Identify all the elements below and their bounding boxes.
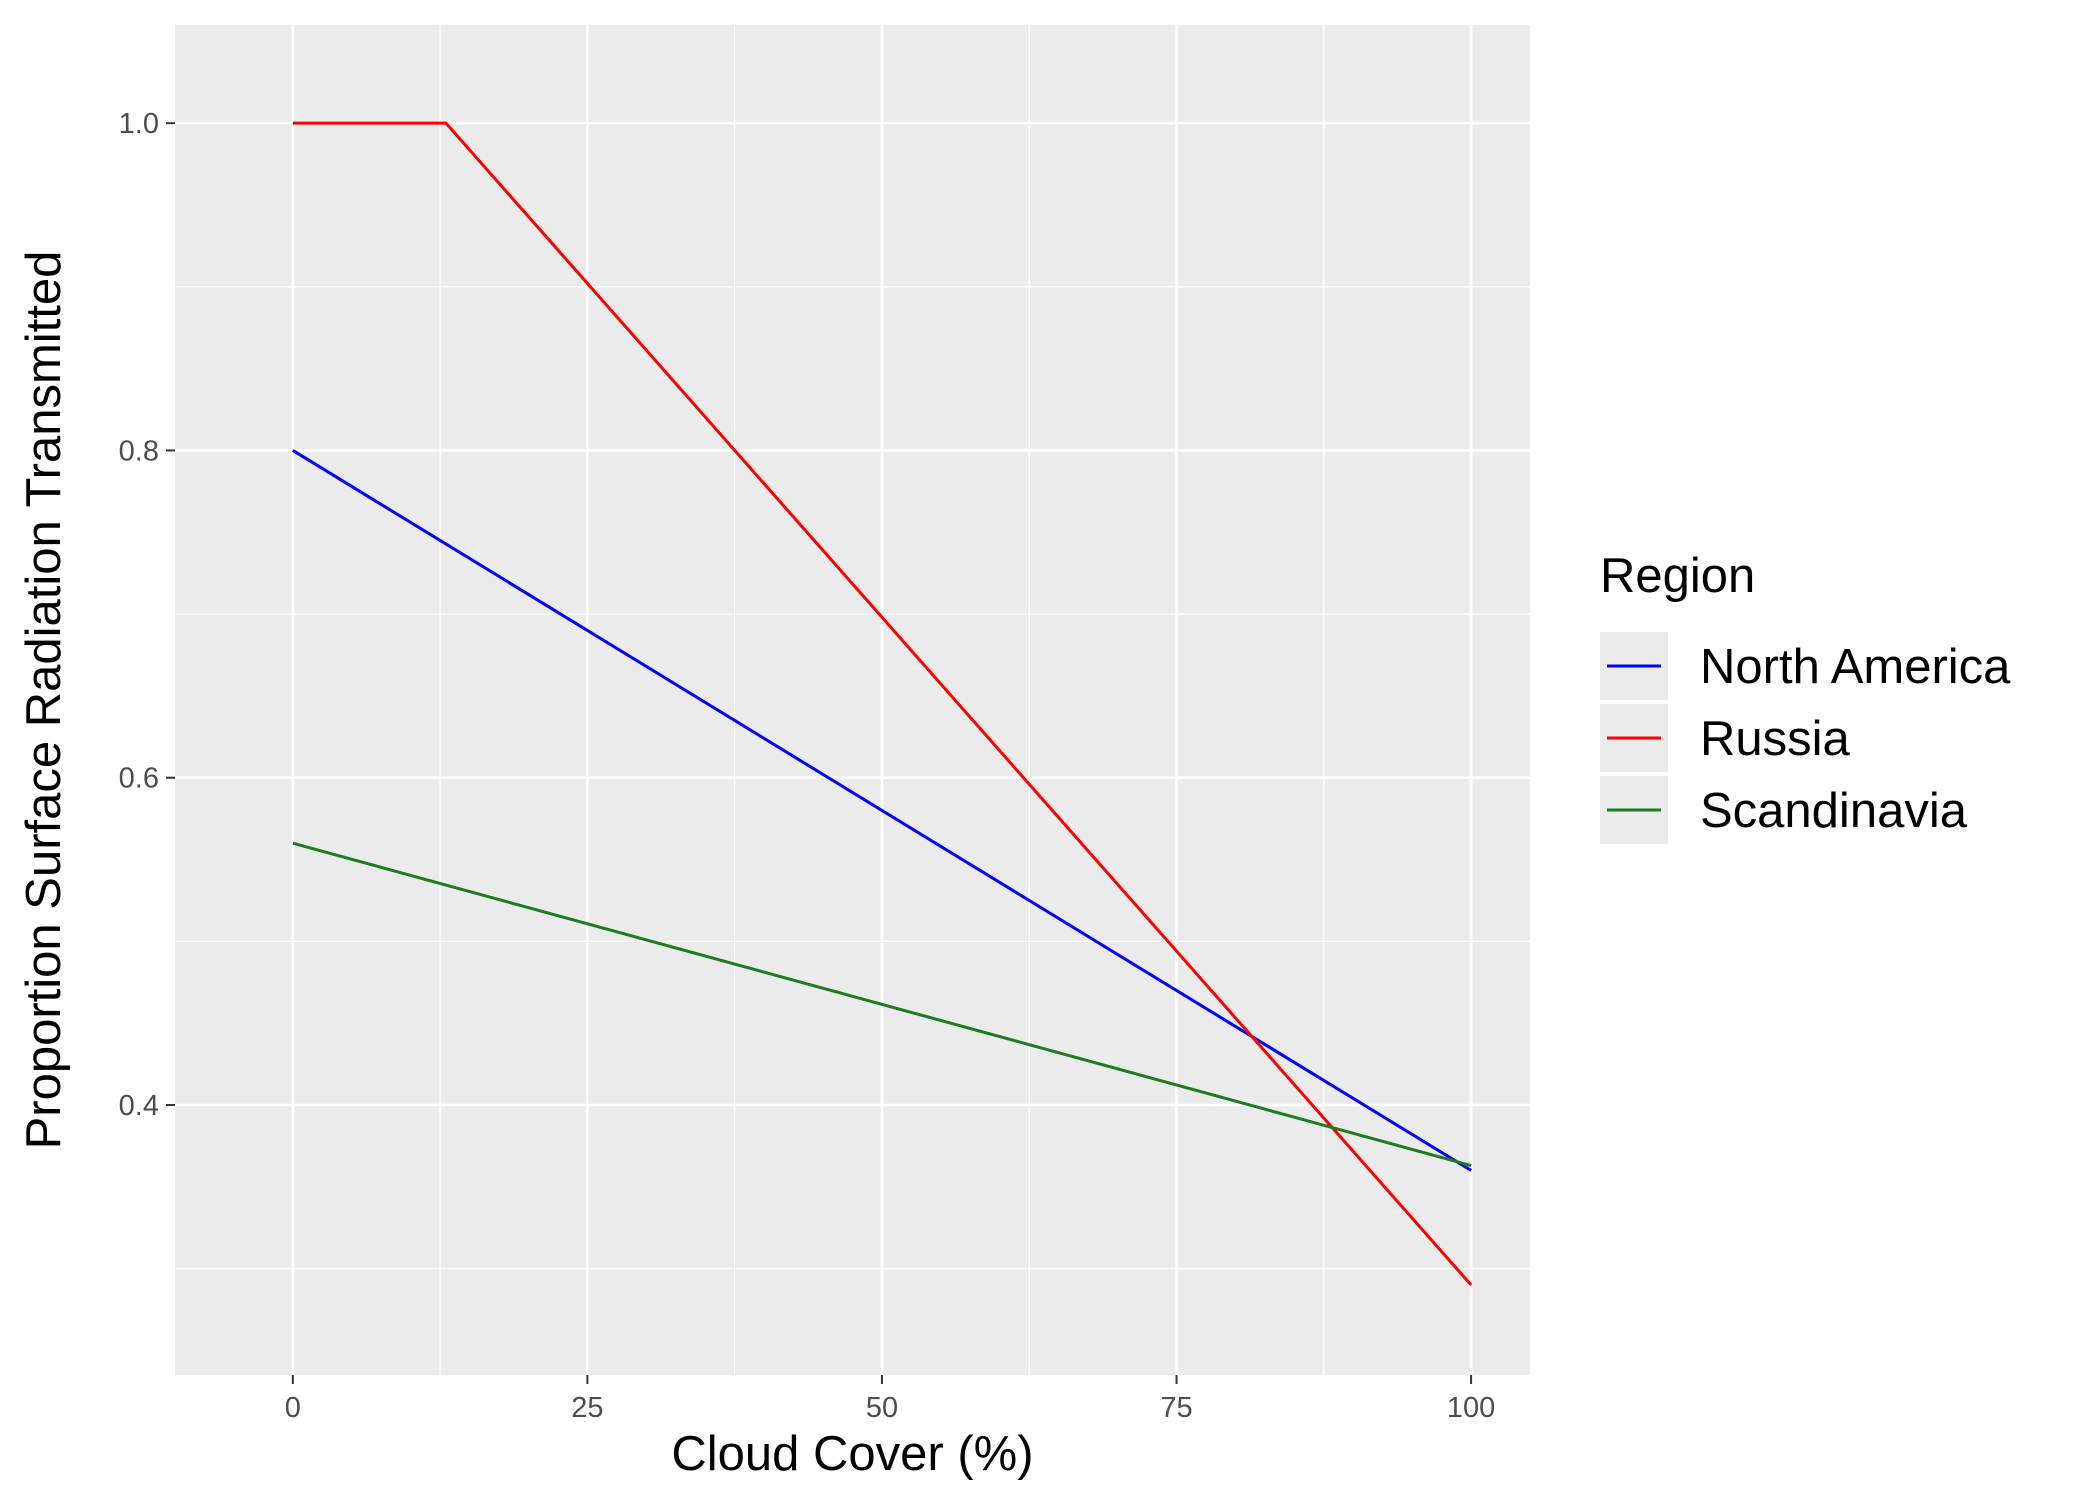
- legend: Region North America Russia Scandinavia: [1600, 549, 2011, 844]
- legend-label: North America: [1700, 640, 2011, 694]
- minor-gridlines: [175, 25, 1530, 1375]
- legend-items: North America Russia Scandinavia: [1600, 632, 2011, 844]
- series-lines: [292, 121, 1473, 1286]
- x-tick-label: 100: [1447, 1392, 1495, 1424]
- y-tick-label: 0.4: [119, 1090, 159, 1122]
- plot-panel: [175, 25, 1530, 1375]
- x-axis-ticks: 0 25 50 75 100: [285, 1375, 1495, 1424]
- major-gridlines: [175, 25, 1530, 1375]
- y-axis-title: Proportion Surface Radiation Transmitted: [17, 251, 71, 1150]
- series-line-scandinavia: [292, 841, 1472, 1167]
- x-tick-label: 50: [866, 1392, 898, 1424]
- legend-title: Region: [1600, 549, 1755, 603]
- y-tick-label: 0.8: [119, 435, 159, 467]
- x-tick-label: 0: [285, 1392, 301, 1424]
- series-line-russia: [292, 121, 1473, 1286]
- x-tick-label: 75: [1160, 1392, 1192, 1424]
- y-axis-ticks: 0.4 0.6 0.8 1.0: [119, 108, 175, 1122]
- x-axis-title: Cloud Cover (%): [671, 1427, 1033, 1481]
- y-tick-label: 1.0: [119, 108, 159, 140]
- y-tick-label: 0.6: [119, 763, 159, 795]
- legend-label: Scandinavia: [1700, 784, 1968, 838]
- legend-label: Russia: [1700, 712, 1851, 766]
- series-line-north-america: [292, 449, 1472, 1172]
- x-tick-label: 25: [571, 1392, 603, 1424]
